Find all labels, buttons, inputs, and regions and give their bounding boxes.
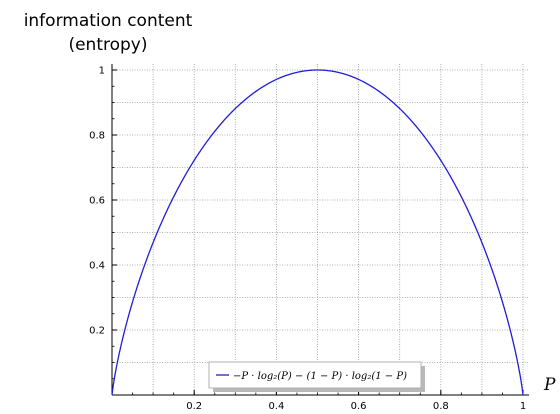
y-tick-label: 0.8	[89, 131, 105, 142]
grid-lines	[112, 64, 529, 395]
y-tick-label: 0.4	[89, 261, 105, 272]
curve-layer	[111, 69, 524, 396]
axes	[111, 64, 529, 396]
y-tick-label: 0.2	[89, 326, 105, 337]
y-tick-label: 0.6	[89, 196, 105, 207]
x-tick-label: 1	[520, 401, 526, 412]
tick-labels: 0.2 0.4 0.6 0.8 1 0.2 0.4 0.6 0.8 1	[89, 66, 526, 413]
x-tick-label: 0.4	[268, 401, 284, 412]
x-tick-label: 0.2	[186, 401, 202, 412]
x-axis-label: P	[543, 375, 556, 395]
x-tick-label: 0.6	[351, 401, 367, 412]
legend-entry: −P · log₂(P) − (1 − P) · log₂(1 − P)	[233, 371, 407, 382]
tick-marks	[112, 69, 524, 395]
x-tick-label: 0.8	[433, 401, 449, 412]
legend: −P · log₂(P) − (1 − P) · log₂(1 − P)	[208, 361, 425, 392]
entropy-curve	[111, 69, 524, 396]
legend-box	[208, 361, 422, 389]
y-tick-label: 1	[99, 66, 105, 77]
chart-title-line2: (entropy)	[68, 35, 147, 55]
chart-title-line1: information content	[24, 11, 193, 31]
